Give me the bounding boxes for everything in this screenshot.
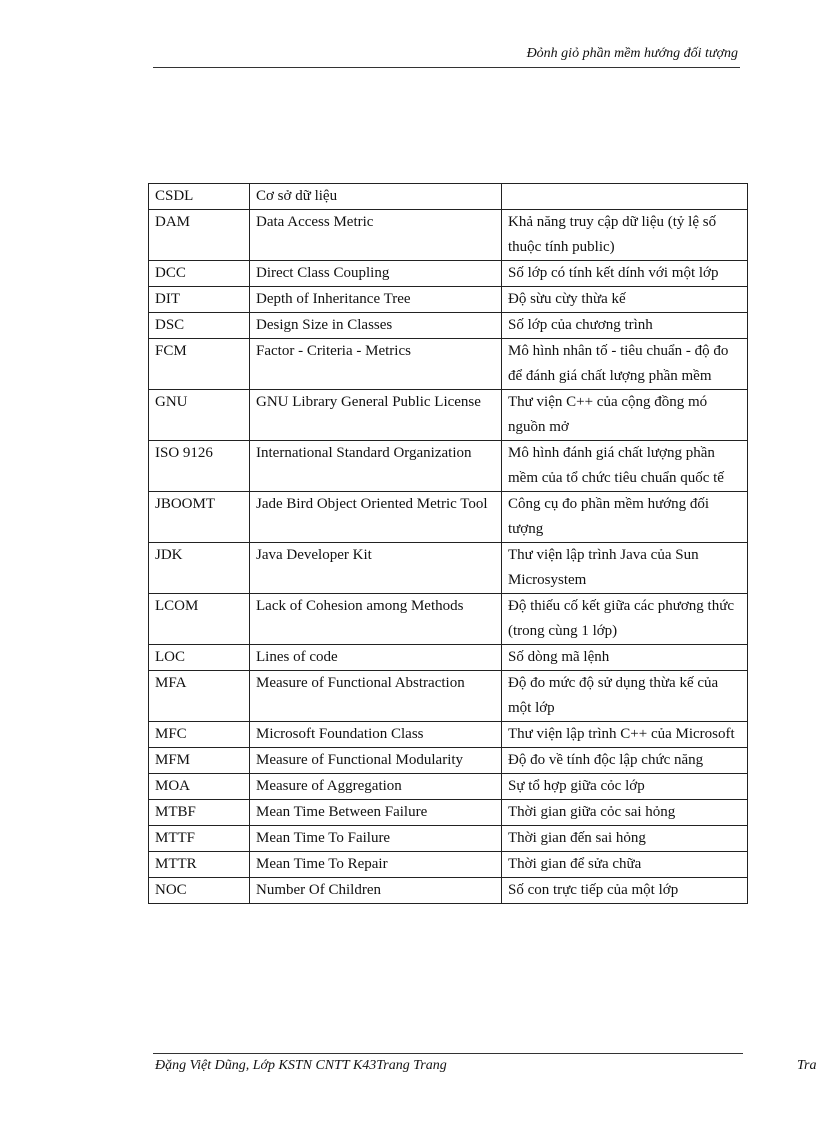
description-cell: Thời gian giữa cỏc sai hỏng xyxy=(501,799,748,826)
description-cell: Thời gian để sửa chữa xyxy=(501,851,748,878)
abbreviation-cell: DCC xyxy=(148,260,250,287)
full-name-cell: Number Of Children xyxy=(249,877,502,904)
table-row: MTTF Mean Time To Failure Thời gian đến sa… xyxy=(148,825,748,852)
table-row: CSDL Cơ sở dữ liệu xyxy=(148,183,748,210)
abbreviation-cell: MTTR xyxy=(148,851,250,878)
abbreviation-cell: LOC xyxy=(148,644,250,671)
full-name-cell: GNU Library General Public License xyxy=(249,389,502,441)
description-cell: Độ đo mức độ sử dụng thừa kế của một lớp xyxy=(501,670,748,722)
table-row: LOC Lines of code Số dòng mã lệnh xyxy=(148,644,748,671)
description-cell: Số dòng mã lệnh xyxy=(501,644,748,671)
table-row: FCM Factor - Criteria - Metrics Mô hình nh… xyxy=(148,338,748,390)
table-row: MFA Measure of Functional Abstraction Độ đ… xyxy=(148,670,748,722)
running-header: Đỏnh giỏ phần mềm hướng đối tượng xyxy=(526,46,738,61)
description-cell: Mô hình đánh giá chất lượng phần mềm của… xyxy=(501,440,748,492)
description-cell: Sự tổ hợp giữa cỏc lớp xyxy=(501,773,748,800)
full-name-cell: Measure of Functional Abstraction xyxy=(249,670,502,722)
table-row: MTBF Mean Time Between Failure Thời gian g… xyxy=(148,799,748,826)
description-cell: Thư viện lập trình C++ của Microsoft xyxy=(501,721,748,748)
description-cell: Mô hình nhân tố - tiêu chuẩn - độ đo để … xyxy=(501,338,748,390)
abbreviation-cell: MOA xyxy=(148,773,250,800)
full-name-cell: Measure of Functional Modularity xyxy=(249,747,502,774)
abbreviation-cell: DIT xyxy=(148,286,250,313)
abbreviation-cell: JDK xyxy=(148,542,250,594)
abbreviation-cell: MFC xyxy=(148,721,250,748)
abbreviation-cell: NOC xyxy=(148,877,250,904)
abbreviation-cell: LCOM xyxy=(148,593,250,645)
table-row: NOC Number Of Children Số con trực tiếp củ… xyxy=(148,877,748,904)
footer-page-label: Tra xyxy=(797,1058,816,1073)
description-cell: Thư viện lập trình Java của Sun Microsys… xyxy=(501,542,748,594)
full-name-cell: Lines of code xyxy=(249,644,502,671)
description-cell: Thư viện C++ của cộng đồng mó nguồn mở xyxy=(501,389,748,441)
description-cell xyxy=(501,183,748,210)
description-cell: Số lớp có tính kết dính với một lớp xyxy=(501,260,748,287)
abbreviation-cell: CSDL xyxy=(148,183,250,210)
table-row: JBOOMT Jade Bird Object Oriented Metric T… xyxy=(148,491,748,543)
full-name-cell: Microsoft Foundation Class xyxy=(249,721,502,748)
abbreviation-cell: DAM xyxy=(148,209,250,261)
table-row: ISO 9126 International Standard Organizat… xyxy=(148,440,748,492)
table-row: DSC Design Size in Classes Số lớp của chươ… xyxy=(148,312,748,339)
full-name-cell: Cơ sở dữ liệu xyxy=(249,183,502,210)
table-row: DIT Depth of Inheritance Tree Độ sừu cừy t… xyxy=(148,286,748,313)
abbreviation-cell: MFA xyxy=(148,670,250,722)
table-row: MTTR Mean Time To Repair Thời gian để sửa … xyxy=(148,851,748,878)
abbreviation-cell: JBOOMT xyxy=(148,491,250,543)
description-cell: Số lớp của chương trình xyxy=(501,312,748,339)
full-name-cell: Design Size in Classes xyxy=(249,312,502,339)
full-name-cell: Mean Time Between Failure xyxy=(249,799,502,826)
description-cell: Độ đo về tính độc lập chức năng xyxy=(501,747,748,774)
abbreviation-cell: MTBF xyxy=(148,799,250,826)
description-cell: Thời gian đến sai hỏng xyxy=(501,825,748,852)
table-row: LCOM Lack of Cohesion among Methods Độ thi… xyxy=(148,593,748,645)
full-name-cell: Mean Time To Failure xyxy=(249,825,502,852)
abbreviation-table: CSDL Cơ sở dữ liệu DAM Data Access Metric Kh… xyxy=(148,183,748,904)
full-name-cell: Lack of Cohesion among Methods xyxy=(249,593,502,645)
description-cell: Độ sừu cừy thừa kế xyxy=(501,286,748,313)
full-name-cell: Direct Class Coupling xyxy=(249,260,502,287)
footer-author: Đặng Việt Dũng, Lớp KSTN CNTT K43Trang T… xyxy=(155,1058,447,1073)
full-name-cell: Measure of Aggregation xyxy=(249,773,502,800)
full-name-cell: Data Access Metric xyxy=(249,209,502,261)
full-name-cell: Mean Time To Repair xyxy=(249,851,502,878)
abbreviation-cell: MTTF xyxy=(148,825,250,852)
full-name-cell: Depth of Inheritance Tree xyxy=(249,286,502,313)
abbreviation-cell: DSC xyxy=(148,312,250,339)
full-name-cell: Jade Bird Object Oriented Metric Tool xyxy=(249,491,502,543)
abbreviation-cell: MFM xyxy=(148,747,250,774)
abbreviation-cell: FCM xyxy=(148,338,250,390)
full-name-cell: Java Developer Kit xyxy=(249,542,502,594)
description-cell: Khả năng truy cập dữ liệu (tỷ lệ số thuộ… xyxy=(501,209,748,261)
description-cell: Số con trực tiếp của một lớp xyxy=(501,877,748,904)
full-name-cell: Factor - Criteria - Metrics xyxy=(249,338,502,390)
table-row: MFC Microsoft Foundation Class Thư viện lậ… xyxy=(148,721,748,748)
table-row: JDK Java Developer Kit Thư viện lập trình … xyxy=(148,542,748,594)
description-cell: Công cụ đo phần mềm hướng đối tượng xyxy=(501,491,748,543)
full-name-cell: International Standard Organization xyxy=(249,440,502,492)
description-cell: Độ thiếu cố kết giữa các phương thức (tr… xyxy=(501,593,748,645)
table-row: GNU GNU Library General Public License Thư… xyxy=(148,389,748,441)
header-divider xyxy=(153,67,740,68)
table-row: DCC Direct Class Coupling Số lớp có tính k… xyxy=(148,260,748,287)
abbreviation-cell: GNU xyxy=(148,389,250,441)
abbreviation-cell: ISO 9126 xyxy=(148,440,250,492)
table-row: MOA Measure of Aggregation Sự tổ hợp giữa … xyxy=(148,773,748,800)
footer-divider xyxy=(153,1053,743,1054)
table-row: MFM Measure of Functional Modularity Độ đo… xyxy=(148,747,748,774)
table-row: DAM Data Access Metric Khả năng truy cập d… xyxy=(148,209,748,261)
